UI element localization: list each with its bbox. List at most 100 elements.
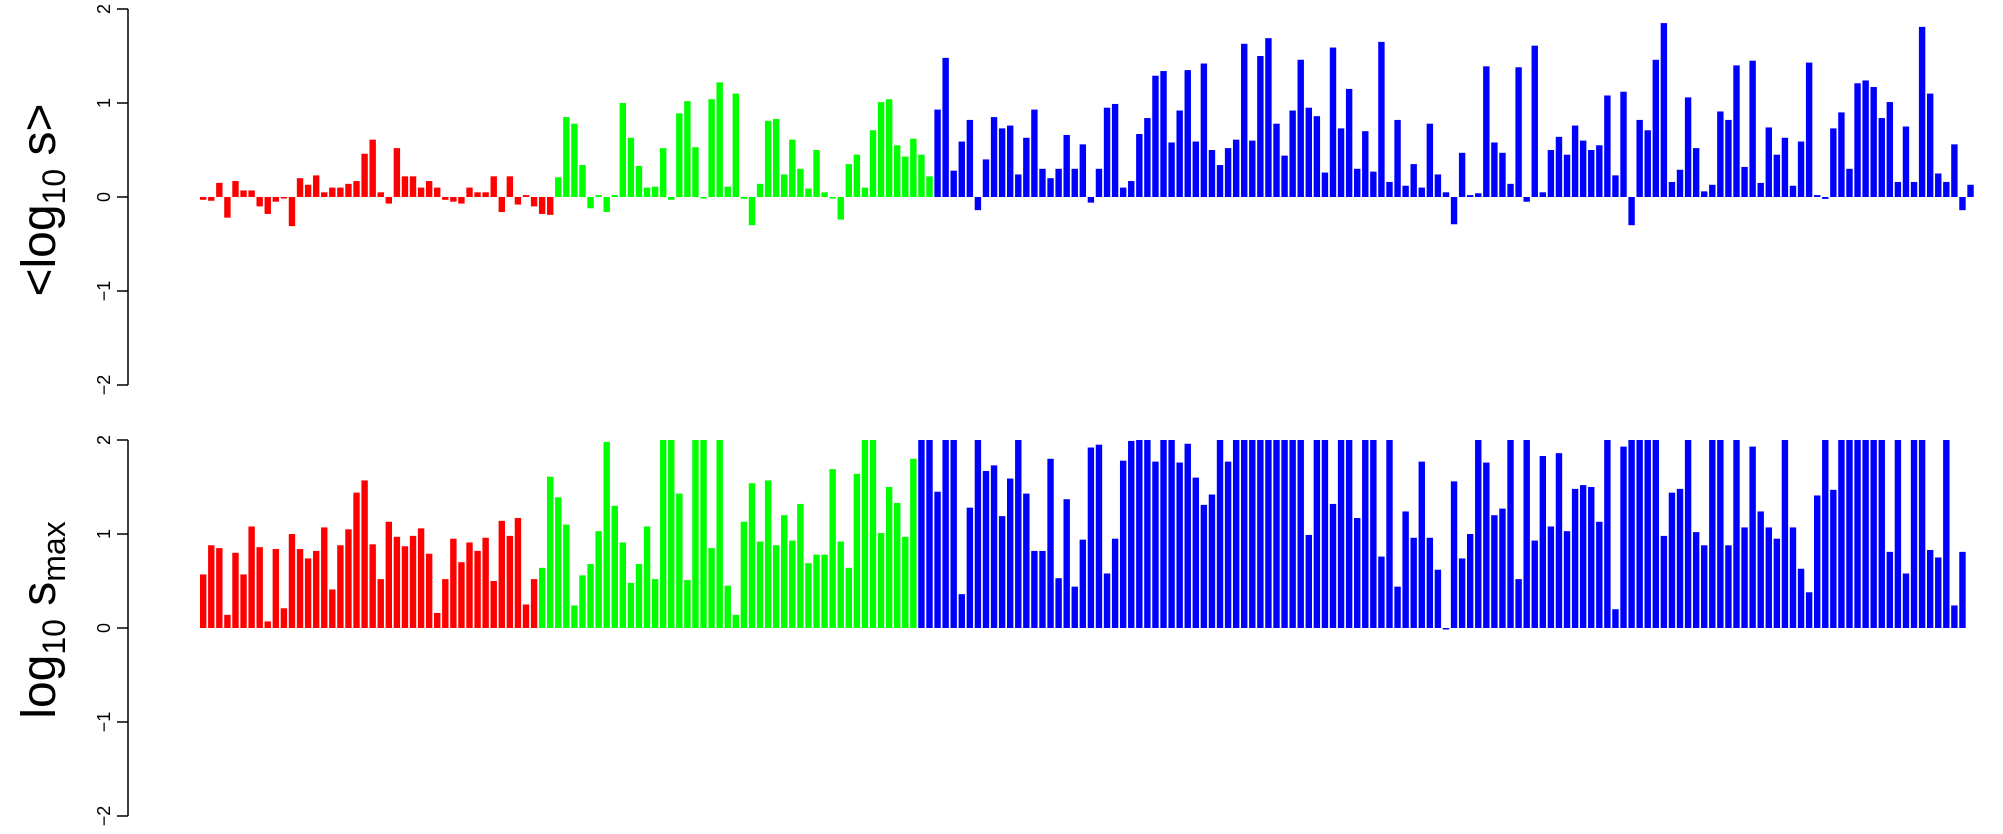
bar [974,440,982,628]
bar [1604,440,1611,628]
bar [869,440,877,628]
bar [1354,518,1361,628]
bar [1523,197,1530,202]
bar [1684,97,1692,197]
y-tick-label: 2 [94,4,114,14]
bar [1757,182,1764,197]
y-axis-mean-log-s: −2 −1 0 1 2 [94,4,129,396]
bar [337,187,344,197]
bar [1152,75,1159,197]
bar [1337,128,1345,197]
bar [442,579,449,628]
bar [1362,440,1369,628]
bar [401,176,409,197]
bar [1749,446,1756,628]
bar [1733,440,1740,628]
bar [1676,169,1684,197]
bar [1160,71,1167,197]
bar [1241,440,1248,628]
y-tick-label: 0 [94,623,114,633]
bar [1959,551,1966,628]
bar [409,535,417,628]
bar [1087,447,1095,628]
bar [329,589,336,628]
bar [1523,440,1530,628]
bar [619,103,627,197]
bar [312,175,320,197]
bar [1765,127,1772,197]
bar [764,120,772,197]
bar [1862,80,1869,197]
bar [1620,446,1627,628]
bar [1822,197,1829,199]
bar [1216,440,1224,628]
bar [1079,539,1087,628]
bar [1862,440,1869,628]
bar [611,505,618,628]
bar [248,190,255,197]
bar [280,608,288,628]
bar [1168,440,1175,628]
bars-mean-log-s [200,23,1974,227]
bar [506,176,514,197]
bar [571,605,578,628]
bar [312,550,320,628]
bar [1136,134,1143,197]
bar [1612,175,1619,197]
bar [1111,103,1119,197]
bar [1321,172,1329,197]
bar [361,480,368,628]
bar [224,197,231,218]
bar [829,197,836,199]
bar [1442,192,1450,197]
bar [603,197,610,213]
bar [1281,440,1288,628]
bar [885,99,893,197]
bar [272,549,280,628]
bar [1902,126,1910,197]
bar [345,529,352,628]
y-tick-label: −2 [94,375,114,396]
bar [579,575,586,628]
bar [781,515,788,628]
bar [224,614,231,628]
y-tick-label: −1 [94,712,114,733]
bar [321,527,328,628]
bar [829,469,836,628]
bar [611,195,618,197]
bar [321,192,328,197]
bar [547,197,554,215]
bar [563,524,570,628]
bar [1773,154,1781,197]
bar [1345,88,1353,197]
bar [700,197,707,199]
bar [1208,150,1216,197]
bar [797,168,804,197]
bar [1249,440,1256,628]
bar [353,492,360,628]
bar [417,187,425,197]
bar [659,148,667,197]
bar [1668,181,1676,197]
bar [1039,550,1046,628]
bar [1426,537,1434,628]
bar [732,614,740,628]
bar [304,558,312,628]
y-tick-label: −2 [94,806,114,827]
bar [272,197,280,202]
bar [1184,443,1191,628]
bar [490,581,497,628]
bar [684,101,691,197]
bar [345,183,352,197]
bar [587,197,594,209]
bar [861,440,869,628]
bar [1588,150,1595,197]
bar [240,190,247,197]
bar [1047,178,1054,197]
bar [1063,499,1070,628]
bar [264,197,271,214]
bar [894,502,901,628]
bar [756,541,764,628]
bar [1797,141,1805,197]
bar [369,139,376,197]
